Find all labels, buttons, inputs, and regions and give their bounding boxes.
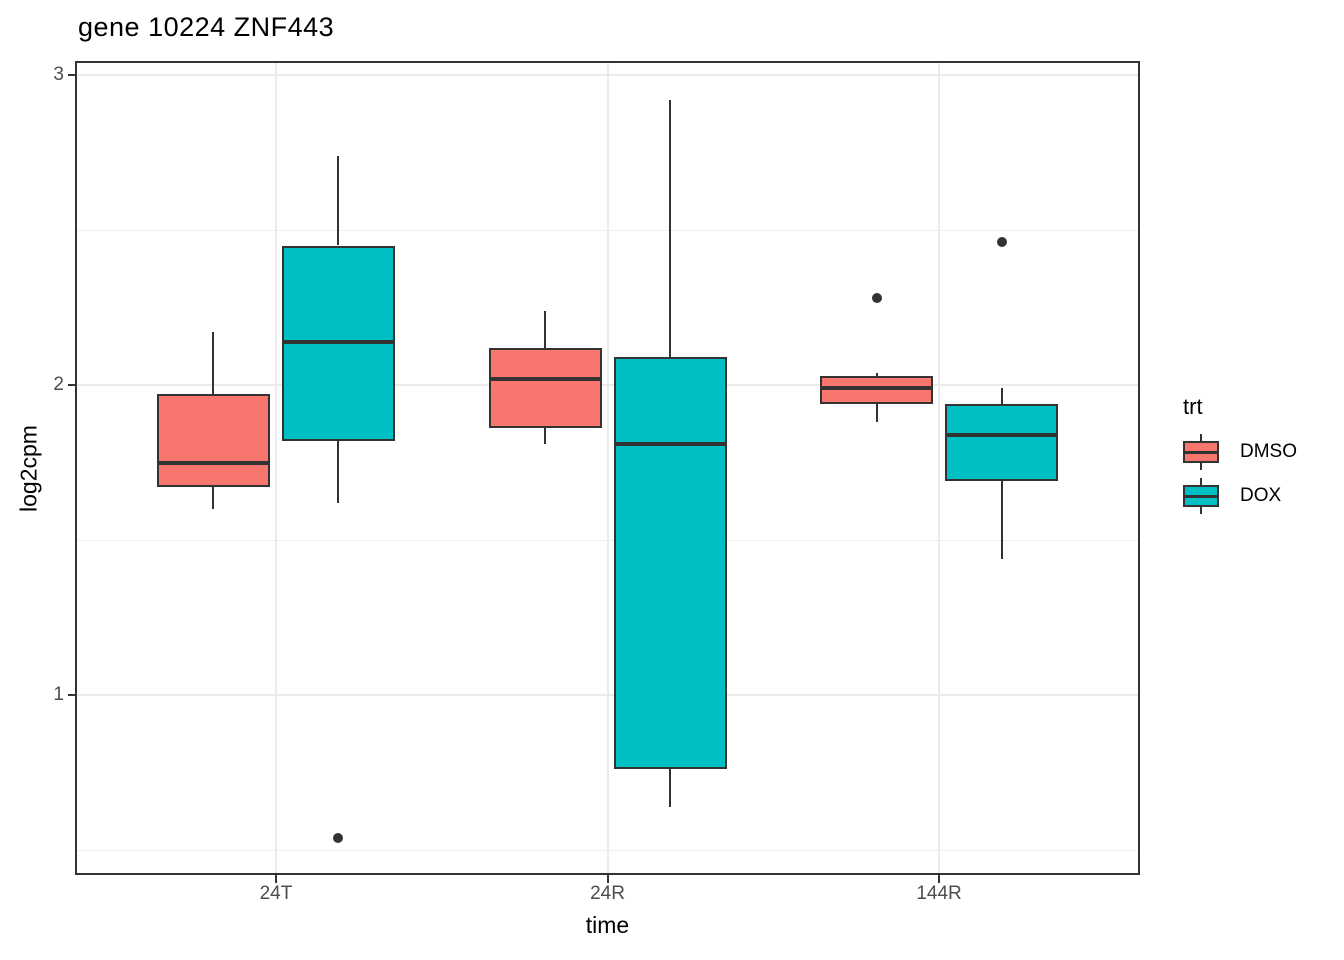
median-dox-24r bbox=[613, 441, 727, 446]
x-tick-mark bbox=[938, 875, 941, 883]
box-dmso-24t bbox=[156, 394, 270, 488]
legend-row-dox: DOX bbox=[1183, 478, 1297, 514]
gridline-major-vertical bbox=[606, 63, 609, 873]
whisker-lower-dmso-24r bbox=[544, 428, 546, 444]
whisker-lower-dox-24r bbox=[669, 769, 671, 807]
whisker-lower-dmso-144r bbox=[875, 403, 878, 423]
gridline-major-vertical bbox=[274, 63, 277, 873]
x-tick-mark bbox=[274, 875, 277, 883]
median-dmso-24r bbox=[488, 376, 602, 381]
median-dox-24t bbox=[281, 339, 395, 344]
gridline-major-vertical bbox=[938, 63, 941, 873]
whisker-upper-dmso-24r bbox=[544, 310, 546, 348]
x-axis-title: time bbox=[585, 912, 630, 938]
whisker-lower-dmso-24t bbox=[212, 487, 215, 509]
x-tick-mark bbox=[606, 875, 609, 883]
legend-key-median bbox=[1183, 495, 1219, 498]
legend-title: trt bbox=[1183, 394, 1203, 419]
median-dmso-24t bbox=[156, 460, 270, 465]
legend-label-dox: DOX bbox=[1240, 485, 1282, 506]
median-dox-144r bbox=[945, 432, 1059, 437]
whisker-upper-dmso-144r bbox=[875, 372, 878, 376]
whisker-lower-dox-144r bbox=[1000, 481, 1003, 559]
legend-key-dmso bbox=[1183, 434, 1219, 470]
outlier-dmso-144r bbox=[871, 293, 882, 304]
whisker-upper-dox-144r bbox=[1000, 388, 1003, 404]
y-tick-mark bbox=[68, 694, 76, 696]
legend-row-dmso: DMSO bbox=[1183, 434, 1297, 470]
y-tick-label: 2 bbox=[53, 374, 64, 395]
box-dox-24r bbox=[613, 357, 727, 770]
whisker-upper-dox-24t bbox=[337, 155, 340, 246]
box-dmso-24r bbox=[488, 347, 602, 429]
plot-panel bbox=[75, 61, 1140, 875]
chart-title: gene 10224 ZNF443 bbox=[78, 12, 335, 42]
y-axis-title: log2cpm bbox=[15, 425, 42, 512]
legend-rows: DMSO DOX bbox=[1183, 434, 1297, 514]
y-tick-mark bbox=[68, 384, 76, 386]
legend-key-median bbox=[1183, 451, 1219, 454]
y-tick-label: 3 bbox=[53, 64, 64, 85]
whisker-upper-dmso-24t bbox=[212, 332, 215, 395]
x-tick-label: 144R bbox=[916, 883, 962, 904]
legend-label-dmso: DMSO bbox=[1240, 441, 1297, 462]
whisker-upper-dox-24r bbox=[669, 99, 671, 358]
legend-key-dox bbox=[1183, 478, 1219, 514]
median-dmso-144r bbox=[820, 386, 934, 391]
whisker-lower-dox-24t bbox=[337, 440, 340, 503]
y-tick-mark bbox=[68, 74, 76, 76]
x-tick-label: 24R bbox=[590, 883, 625, 904]
x-tick-label: 24T bbox=[259, 883, 293, 904]
outlier-dox-144r bbox=[996, 237, 1007, 248]
y-tick-label: 1 bbox=[53, 684, 64, 705]
outlier-dox-24t bbox=[333, 832, 344, 843]
legend: trt DMSO DOX bbox=[1183, 394, 1297, 522]
box-dox-144r bbox=[945, 403, 1059, 482]
